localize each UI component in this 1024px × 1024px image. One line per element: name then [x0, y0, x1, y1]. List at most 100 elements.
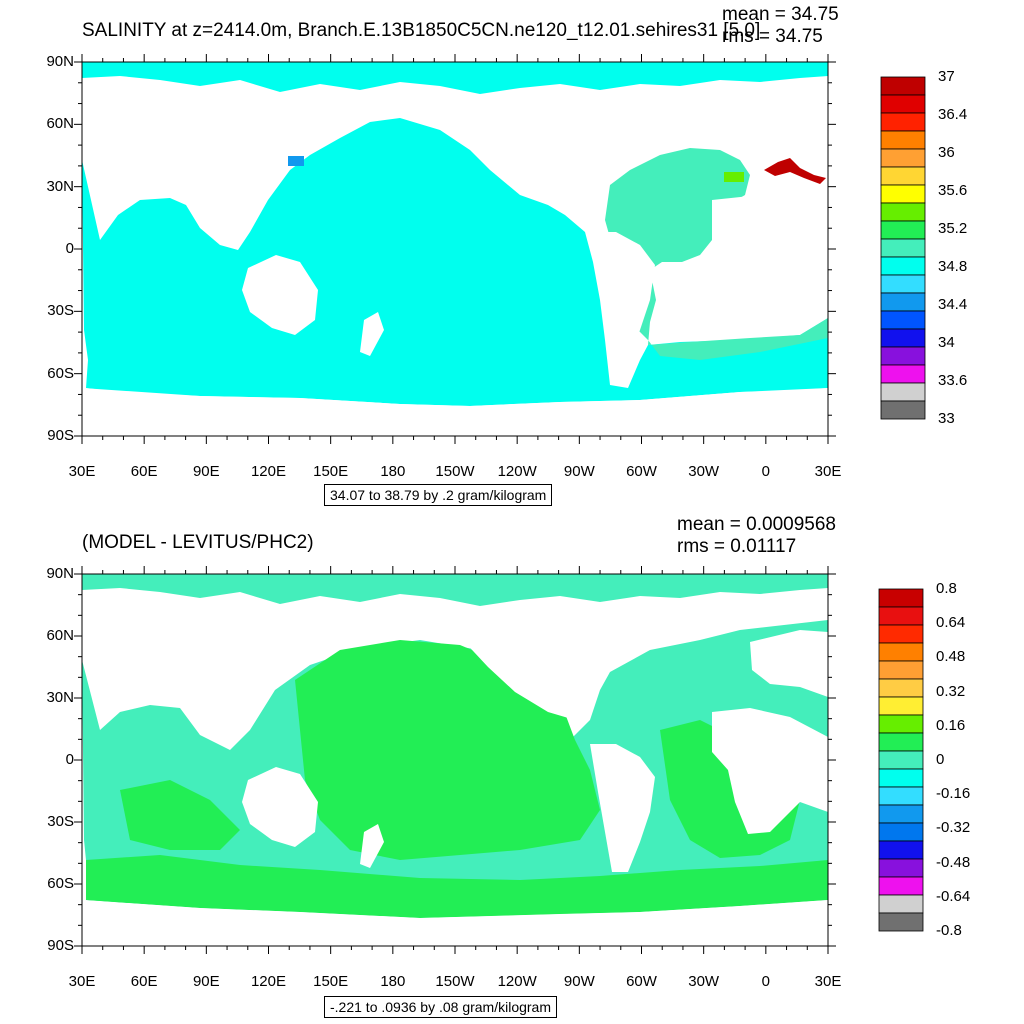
- top-map-asia: [82, 92, 330, 195]
- bottom-map-lon-label: 150E: [313, 973, 349, 990]
- bottom-colorbar-label: 0.8: [936, 580, 957, 597]
- top-colorbar-swatch: [880, 364, 926, 384]
- bottom-colorbar: [878, 588, 924, 932]
- bottom-colorbar-swatch: [878, 750, 924, 770]
- top-colorbar-label: 35.6: [938, 182, 968, 199]
- top-colorbar-swatch: [880, 256, 926, 276]
- top-colorbar-swatch: [880, 238, 926, 258]
- bottom-map-lon-label: 60E: [130, 973, 158, 990]
- top-colorbar-label: 35.2: [938, 220, 968, 237]
- top-colorbar-swatch: [880, 382, 926, 402]
- top-map-lat-label: 0: [65, 240, 74, 257]
- top-colorbar-label: 34: [938, 334, 955, 351]
- top-colorbar-swatch: [880, 310, 926, 330]
- bottom-map-lat-label: 60N: [46, 627, 74, 644]
- top-map-lon-label: 150E: [313, 463, 349, 480]
- top-map-ticks: [74, 54, 836, 444]
- bottom-map-new-zealand: [360, 824, 384, 868]
- bottom-colorbar-label: 0.16: [936, 716, 966, 734]
- top-map-africa: [712, 196, 828, 322]
- top-map-lat-label: 90N: [46, 53, 74, 70]
- top-colorbar-label: 33: [938, 410, 955, 427]
- top-colorbar-swatch: [880, 130, 926, 150]
- top-map: [81, 61, 829, 437]
- bottom-map-lon-label: 120W: [497, 973, 537, 990]
- top-map-lon-label: 180: [380, 463, 406, 480]
- bottom-map-lon-label: 150W: [435, 973, 475, 990]
- top-colorbar-label: 34.4: [938, 296, 968, 313]
- bottom-map-lon-label: 30W: [688, 973, 720, 990]
- top-colorbar-swatch: [880, 202, 926, 222]
- bottom-map-north-america: [430, 607, 650, 720]
- bottom-colorbar-swatch: [878, 696, 924, 716]
- bottom-colorbar-swatch: [878, 786, 924, 806]
- top-colorbar-swatch: [880, 400, 926, 420]
- top-mean-value: mean = 34.75: [722, 4, 839, 25]
- top-map-lon-label: 30E: [814, 463, 842, 480]
- bottom-map-lon-label: 30E: [68, 973, 96, 990]
- bottom-colorbar-swatch: [878, 624, 924, 644]
- top-colorbar-label: 36: [938, 144, 955, 161]
- top-map-lat-label: 60N: [46, 115, 74, 133]
- top-map-atlantic-ocean: [605, 148, 828, 360]
- top-map-greenland: [640, 86, 730, 130]
- top-rms-value: rms = 34.75: [722, 26, 823, 47]
- bottom-colorbar-swatch: [878, 732, 924, 752]
- bottom-colorbar-swatch: [878, 804, 924, 824]
- bottom-colorbar-label: -0.64: [936, 887, 971, 905]
- bottom-map-lon-label: 90W: [563, 973, 595, 990]
- bottom-map-lat-label: 90S: [47, 937, 74, 954]
- bottom-map-lon-label: 0: [761, 973, 770, 990]
- top-map-lon-label: 30E: [68, 463, 96, 480]
- top-map-lon-label: 120W: [497, 463, 537, 480]
- bottom-map-lat-label: 60S: [47, 875, 74, 892]
- top-map-lon-label: 60E: [130, 463, 158, 480]
- bottom-range-box: -.221 to .0936 by .08 gram/kilogram: [324, 996, 558, 1018]
- top-map-green-patch: [724, 172, 744, 182]
- bottom-map-lon-label: 90E: [192, 973, 220, 990]
- bottom-map-lon-label: 30E: [814, 973, 842, 990]
- top-colorbar-label: 33.6: [938, 372, 968, 389]
- top-colorbar-swatch: [880, 112, 926, 132]
- top-range-box: 34.07 to 38.79 by .2 gram/kilogram: [324, 484, 553, 506]
- top-colorbar-swatch: [880, 184, 926, 204]
- top-colorbar-swatch: [880, 346, 926, 366]
- top-map-arctic-ocean: [82, 62, 828, 94]
- top-colorbar-swatch: [880, 148, 926, 168]
- top-colorbar-label: 36.4: [938, 106, 968, 123]
- top-colorbar-swatch: [880, 274, 926, 294]
- bottom-map-lat-label: 0: [65, 751, 74, 768]
- bottom-colorbar-label: 0.32: [936, 682, 966, 700]
- top-map-lat-label: 60S: [47, 364, 74, 382]
- bottom-colorbar-label: 0: [936, 751, 945, 768]
- bottom-colorbar-swatch: [878, 714, 924, 734]
- bottom-map-title: (MODEL - LEVITUS/PHC2): [82, 532, 314, 553]
- top-map-lat-label: 90S: [47, 427, 74, 444]
- top-colorbar-swatch: [880, 76, 926, 96]
- top-map-lat-label: 30S: [47, 302, 74, 320]
- bottom-map-europe: [750, 630, 828, 697]
- top-colorbar-swatch: [880, 220, 926, 240]
- top-colorbar-swatch: [880, 328, 926, 348]
- top-map-lon-label: 120E: [250, 463, 287, 480]
- bottom-colorbar-swatch: [878, 894, 924, 914]
- bottom-map-lat-label: 90N: [46, 565, 74, 582]
- bottom-colorbar-label: -0.48: [936, 853, 971, 871]
- bottom-colorbar-label: -0.32: [936, 819, 971, 837]
- bottom-map: [81, 573, 829, 947]
- top-map-lon-label: 90W: [563, 463, 595, 480]
- top-map-mediterranean-high-salinity: [764, 158, 826, 184]
- top-map-lon-label: 0: [761, 463, 770, 480]
- bottom-colorbar-swatch: [878, 912, 924, 932]
- bottom-colorbar-swatch: [878, 660, 924, 680]
- bottom-map-arctic-ocean: [82, 574, 828, 606]
- bottom-map-south-america: [590, 744, 655, 872]
- top-colorbar-swatch: [880, 94, 926, 114]
- bottom-map-lon-label: 60W: [626, 973, 657, 990]
- bottom-map-lon-label: 120E: [250, 973, 287, 990]
- top-map-australia: [242, 255, 318, 335]
- bottom-map-greenland: [640, 598, 730, 642]
- top-colorbar-swatch: [880, 166, 926, 186]
- top-map-north-america: [430, 95, 650, 208]
